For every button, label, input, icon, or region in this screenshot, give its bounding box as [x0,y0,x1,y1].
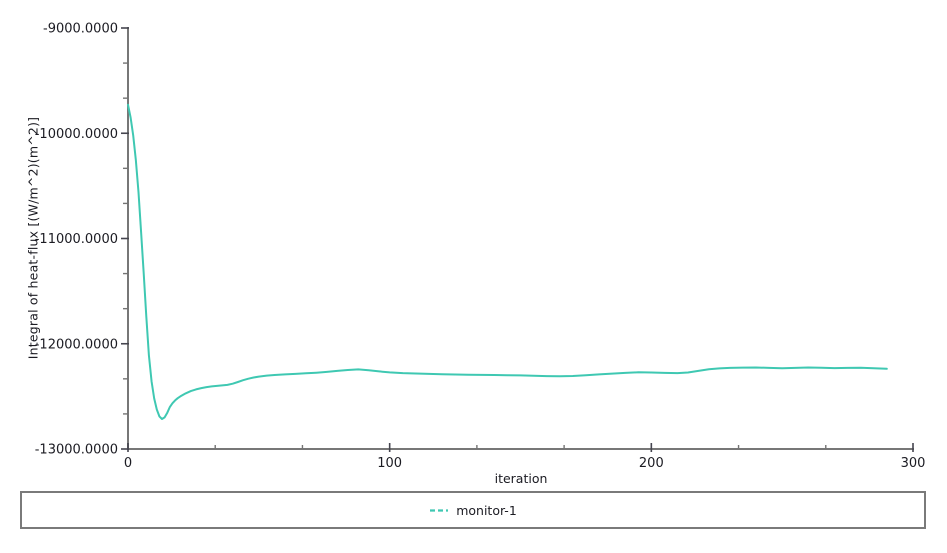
legend-series-label: monitor-1 [456,502,517,518]
axes-lines [127,27,914,450]
x-axis-tick-label: 300 [901,456,926,471]
y-axis-tick-label: -11000.0000 [35,232,118,247]
y-axis-tick-label: -9000.0000 [43,22,118,37]
legend-line-sample-icon [429,508,449,513]
y-axis-tick-label: -12000.0000 [35,337,118,352]
x-axis-title: iteration [494,471,548,486]
legend-box: monitor-1 [20,491,926,529]
series-line-monitor-1 [127,103,888,420]
y-axis-tick-label: -13000.0000 [35,443,118,458]
y-axis-tick-label: -10000.0000 [35,127,118,142]
x-axis-tick-label: 100 [377,456,402,471]
x-axis-tick-label: 200 [639,456,664,471]
x-axis-tick-label: 0 [124,456,132,471]
y-axis-title: Integral of heat-flux [(W/m^2)(m^2)] [25,116,41,360]
